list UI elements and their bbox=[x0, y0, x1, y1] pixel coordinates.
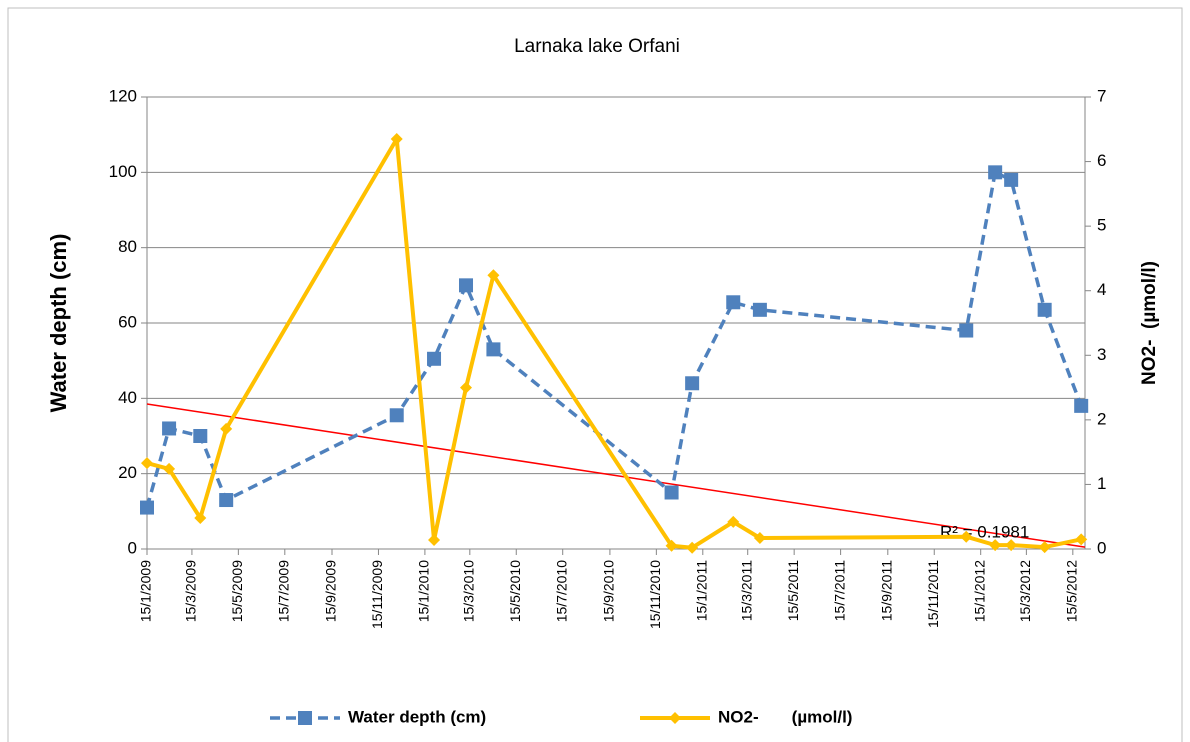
y2-axis-title: NO2- (µmol/l) bbox=[1139, 261, 1160, 385]
data-point bbox=[752, 302, 767, 317]
x-tick-label: 15/7/2011 bbox=[831, 560, 847, 621]
y-tick-label: 60 bbox=[118, 312, 137, 331]
data-point bbox=[960, 530, 973, 543]
data-point bbox=[194, 512, 207, 525]
data-point bbox=[1075, 533, 1088, 546]
x-tick-label: 15/1/2010 bbox=[416, 560, 432, 622]
x-tick-label: 15/3/2012 bbox=[1017, 560, 1033, 622]
x-tick-label: 15/3/2009 bbox=[183, 560, 199, 622]
y2-tick-label: 6 bbox=[1097, 151, 1106, 170]
x-tick-label: 15/5/2009 bbox=[229, 560, 245, 622]
y2-tick-label: 5 bbox=[1097, 216, 1106, 235]
x-tick-label: 15/1/2011 bbox=[693, 560, 709, 621]
data-point bbox=[1038, 541, 1051, 554]
data-point bbox=[460, 381, 473, 394]
x-tick-label: 15/3/2010 bbox=[461, 560, 477, 622]
y-axis-title: Water depth (cm) bbox=[46, 234, 71, 413]
data-point bbox=[459, 278, 474, 293]
data-point bbox=[685, 376, 700, 391]
y2-tick-label: 3 bbox=[1097, 345, 1106, 364]
data-point bbox=[389, 408, 404, 423]
data-point bbox=[1037, 302, 1052, 317]
data-point bbox=[726, 295, 741, 310]
legend-marker bbox=[298, 711, 312, 725]
y2-tick-label: 0 bbox=[1097, 538, 1106, 557]
data-point bbox=[427, 351, 442, 366]
data-point bbox=[220, 422, 233, 435]
y2-tick-label: 2 bbox=[1097, 409, 1106, 428]
x-tick-label: 15/9/2010 bbox=[601, 560, 617, 622]
data-point bbox=[193, 429, 208, 443]
x-tick-label: 15/3/2011 bbox=[738, 560, 754, 621]
data-point bbox=[753, 532, 766, 545]
data-point bbox=[487, 269, 500, 282]
data-point bbox=[1005, 539, 1018, 552]
trendline bbox=[146, 403, 1086, 548]
y-tick-label: 100 bbox=[109, 162, 137, 181]
x-tick-label: 15/5/2011 bbox=[785, 560, 801, 621]
x-tick-label: 15/5/2010 bbox=[507, 560, 523, 622]
data-point bbox=[428, 533, 441, 546]
y-tick-label: 40 bbox=[118, 388, 137, 407]
y-tick-label: 80 bbox=[118, 237, 137, 256]
chart-title: Larnaka lake Orfani bbox=[514, 36, 680, 57]
y2-tick-label: 4 bbox=[1097, 280, 1106, 299]
legend-label: Water depth (cm) bbox=[348, 707, 486, 726]
x-tick-label: 15/11/2010 bbox=[647, 560, 663, 629]
data-point bbox=[664, 485, 679, 500]
y-tick-label: 120 bbox=[109, 86, 137, 105]
data-point bbox=[727, 515, 740, 528]
x-tick-label: 15/9/2009 bbox=[323, 560, 339, 622]
data-point bbox=[1004, 172, 1019, 187]
data-point bbox=[959, 323, 974, 338]
x-tick-label: 15/11/2011 bbox=[925, 560, 941, 628]
data-point bbox=[140, 500, 154, 515]
y2-tick-label: 1 bbox=[1097, 474, 1106, 493]
y2-tick-label: 7 bbox=[1097, 86, 1106, 105]
x-tick-label: 15/1/2009 bbox=[138, 560, 154, 622]
x-tick-label: 15/11/2009 bbox=[369, 560, 385, 629]
data-point bbox=[141, 457, 153, 470]
x-tick-label: 15/9/2011 bbox=[879, 560, 895, 621]
data-point bbox=[219, 493, 234, 508]
data-point bbox=[665, 539, 678, 552]
legend-label: NO2- (µmol/l) bbox=[718, 707, 852, 726]
data-point bbox=[1074, 398, 1089, 413]
data-point bbox=[390, 132, 403, 145]
x-tick-label: 15/7/2010 bbox=[553, 560, 569, 622]
x-tick-label: 15/5/2012 bbox=[1064, 560, 1080, 622]
data-point bbox=[989, 539, 1002, 552]
data-point bbox=[686, 541, 699, 554]
data-point bbox=[162, 421, 177, 436]
chart-border bbox=[7, 7, 1183, 742]
data-point bbox=[486, 342, 501, 357]
legend-marker bbox=[669, 712, 681, 724]
x-tick-label: 15/7/2009 bbox=[276, 560, 292, 622]
data-point bbox=[163, 462, 176, 475]
y-tick-label: 20 bbox=[118, 463, 137, 482]
x-tick-label: 15/1/2012 bbox=[971, 560, 987, 622]
y-tick-label: 0 bbox=[128, 538, 137, 557]
data-point bbox=[988, 165, 1003, 180]
